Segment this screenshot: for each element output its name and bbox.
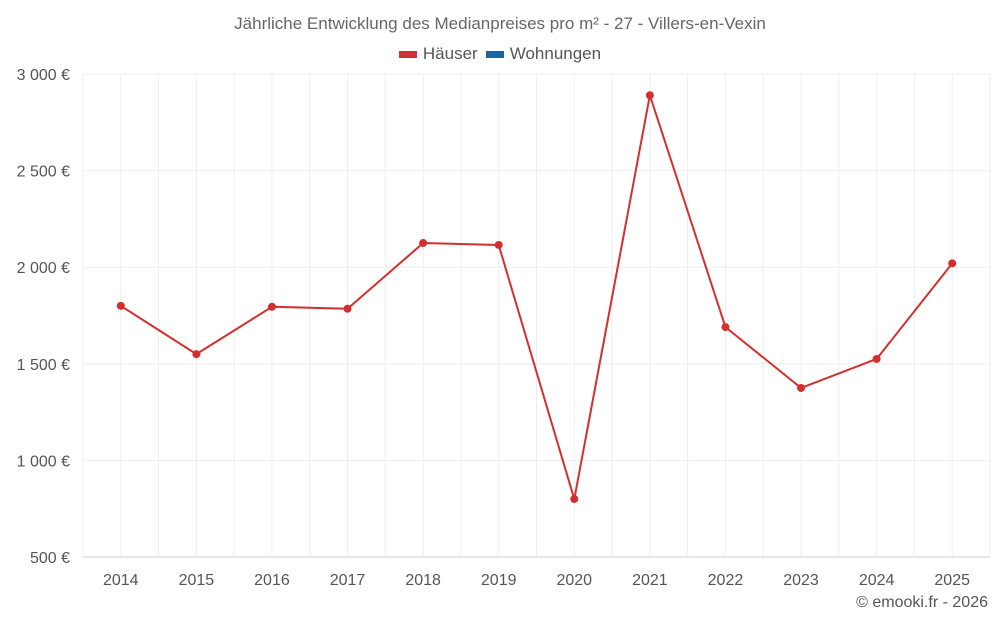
x-tick-label: 2018 <box>405 572 441 589</box>
data-point[interactable] <box>116 301 125 310</box>
x-tick-label: 2017 <box>330 572 366 589</box>
x-tick-label: 2023 <box>783 572 819 589</box>
legend-swatch-haeuser <box>398 50 417 58</box>
y-tick-label: 1 000 € <box>17 453 70 470</box>
series-line-0 <box>120 94 953 501</box>
data-point[interactable] <box>494 240 503 249</box>
data-point[interactable] <box>419 239 428 248</box>
y-axis: 500 € 1 000 € 1 500 € 2 000 € 2 500 € 3 000 € <box>17 67 70 567</box>
data-point[interactable] <box>267 302 276 311</box>
x-tick-label: 2025 <box>934 572 970 589</box>
data-point[interactable] <box>797 383 806 392</box>
x-tick-label: 2024 <box>859 572 895 589</box>
legend: Häuser Wohnungen <box>0 44 1000 64</box>
x-axis: 2014 2015 2016 2017 2018 2019 2020 2021 2022 2023… <box>103 572 970 589</box>
x-tick-label: 2022 <box>708 572 744 589</box>
y-tick-label: 500 € <box>30 550 70 567</box>
series-layer <box>116 91 957 504</box>
data-point[interactable] <box>872 354 881 363</box>
x-tick-label: 2015 <box>179 572 215 589</box>
chart-title: Jährliche Entwicklung des Medianpreises … <box>234 14 766 33</box>
data-point[interactable] <box>721 323 730 332</box>
y-tick-label: 1 500 € <box>17 357 70 374</box>
legend-swatch-wohnungen <box>485 50 504 58</box>
y-tick-label: 3 000 € <box>17 67 70 84</box>
credit: © emooki.fr - 2026 <box>856 594 988 611</box>
x-tick-label: 2016 <box>254 572 290 589</box>
y-tick-label: 2 500 € <box>17 164 70 181</box>
y-tick-label: 2 000 € <box>17 260 70 277</box>
data-point[interactable] <box>343 304 352 313</box>
x-tick-label: 2014 <box>103 572 139 589</box>
legend-label-wohnungen: Wohnungen <box>509 44 602 63</box>
grid <box>82 73 991 558</box>
data-point[interactable] <box>948 259 957 268</box>
x-tick-label: 2021 <box>632 572 668 589</box>
x-tick-label: 2019 <box>481 572 517 589</box>
data-point[interactable] <box>192 350 201 359</box>
x-tick-label: 2020 <box>556 572 592 589</box>
legend-label-haeuser: Häuser <box>422 44 478 63</box>
data-point[interactable] <box>570 495 579 504</box>
legend-item-haeuser[interactable]: Häuser <box>398 44 478 64</box>
legend-item-wohnungen[interactable]: Wohnungen <box>485 44 602 64</box>
data-point[interactable] <box>645 91 654 100</box>
